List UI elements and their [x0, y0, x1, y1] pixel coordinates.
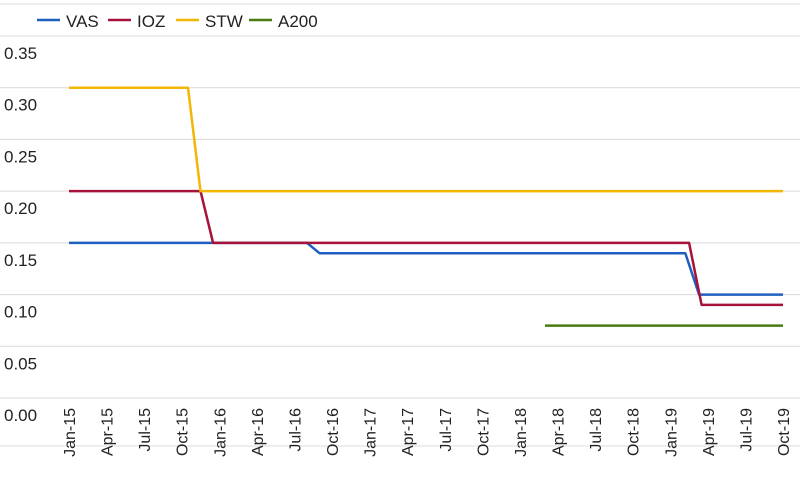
series-lines	[69, 86, 783, 327]
y-tick-label: 0.30	[4, 96, 37, 115]
series-line-ioz	[69, 189, 783, 307]
y-tick-label: 0.10	[4, 303, 37, 322]
y-tick-label: 0.25	[4, 147, 37, 166]
x-tick-label: Jan-19	[663, 408, 680, 457]
legend-label-stw: STW	[205, 12, 243, 31]
series-line-vas	[69, 241, 783, 296]
x-axis: Jan-15 Apr-15 Jul-15 Oct-15 Jan-16 Apr-16 Jul-…	[62, 408, 793, 457]
x-tick-label: Apr-17	[400, 408, 417, 456]
x-tick-label: Jul-18	[588, 408, 605, 452]
y-tick-label: 0.35	[4, 44, 37, 63]
x-tick-label: Oct-16	[325, 408, 342, 456]
x-tick-label: Jul-19	[738, 408, 755, 452]
x-tick-label: Apr-15	[100, 408, 117, 456]
grid	[0, 3, 800, 447]
x-tick-label: Jul-15	[137, 408, 154, 452]
legend: VAS IOZ STW A200	[37, 12, 318, 31]
x-tick-label: Oct-18	[626, 408, 643, 456]
x-tick-label: Jan-17	[363, 408, 380, 457]
x-tick-label: Oct-19	[776, 408, 793, 456]
series-line-stw	[69, 86, 783, 193]
y-axis: 0.00 0.05 0.10 0.15 0.20 0.25 0.30 0.35	[4, 44, 37, 425]
y-tick-label: 0.20	[4, 199, 37, 218]
x-tick-label: Oct-17	[475, 408, 492, 456]
x-tick-label: Jan-16	[212, 408, 229, 457]
y-tick-label: 0.00	[4, 406, 37, 425]
x-tick-label: Jan-18	[513, 408, 530, 457]
legend-label-vas: VAS	[66, 12, 99, 31]
x-tick-label: Apr-19	[701, 408, 718, 456]
y-tick-label: 0.05	[4, 354, 37, 373]
x-tick-label: Jul-17	[438, 408, 455, 452]
legend-label-ioz: IOZ	[137, 12, 165, 31]
x-tick-label: Jul-16	[287, 408, 304, 452]
x-tick-label: Oct-15	[175, 408, 192, 456]
legend-label-a200: A200	[278, 12, 318, 31]
x-tick-label: Apr-16	[250, 408, 267, 456]
x-tick-label: Apr-18	[551, 408, 568, 456]
x-tick-label: Jan-15	[62, 408, 79, 457]
y-tick-label: 0.15	[4, 251, 37, 270]
